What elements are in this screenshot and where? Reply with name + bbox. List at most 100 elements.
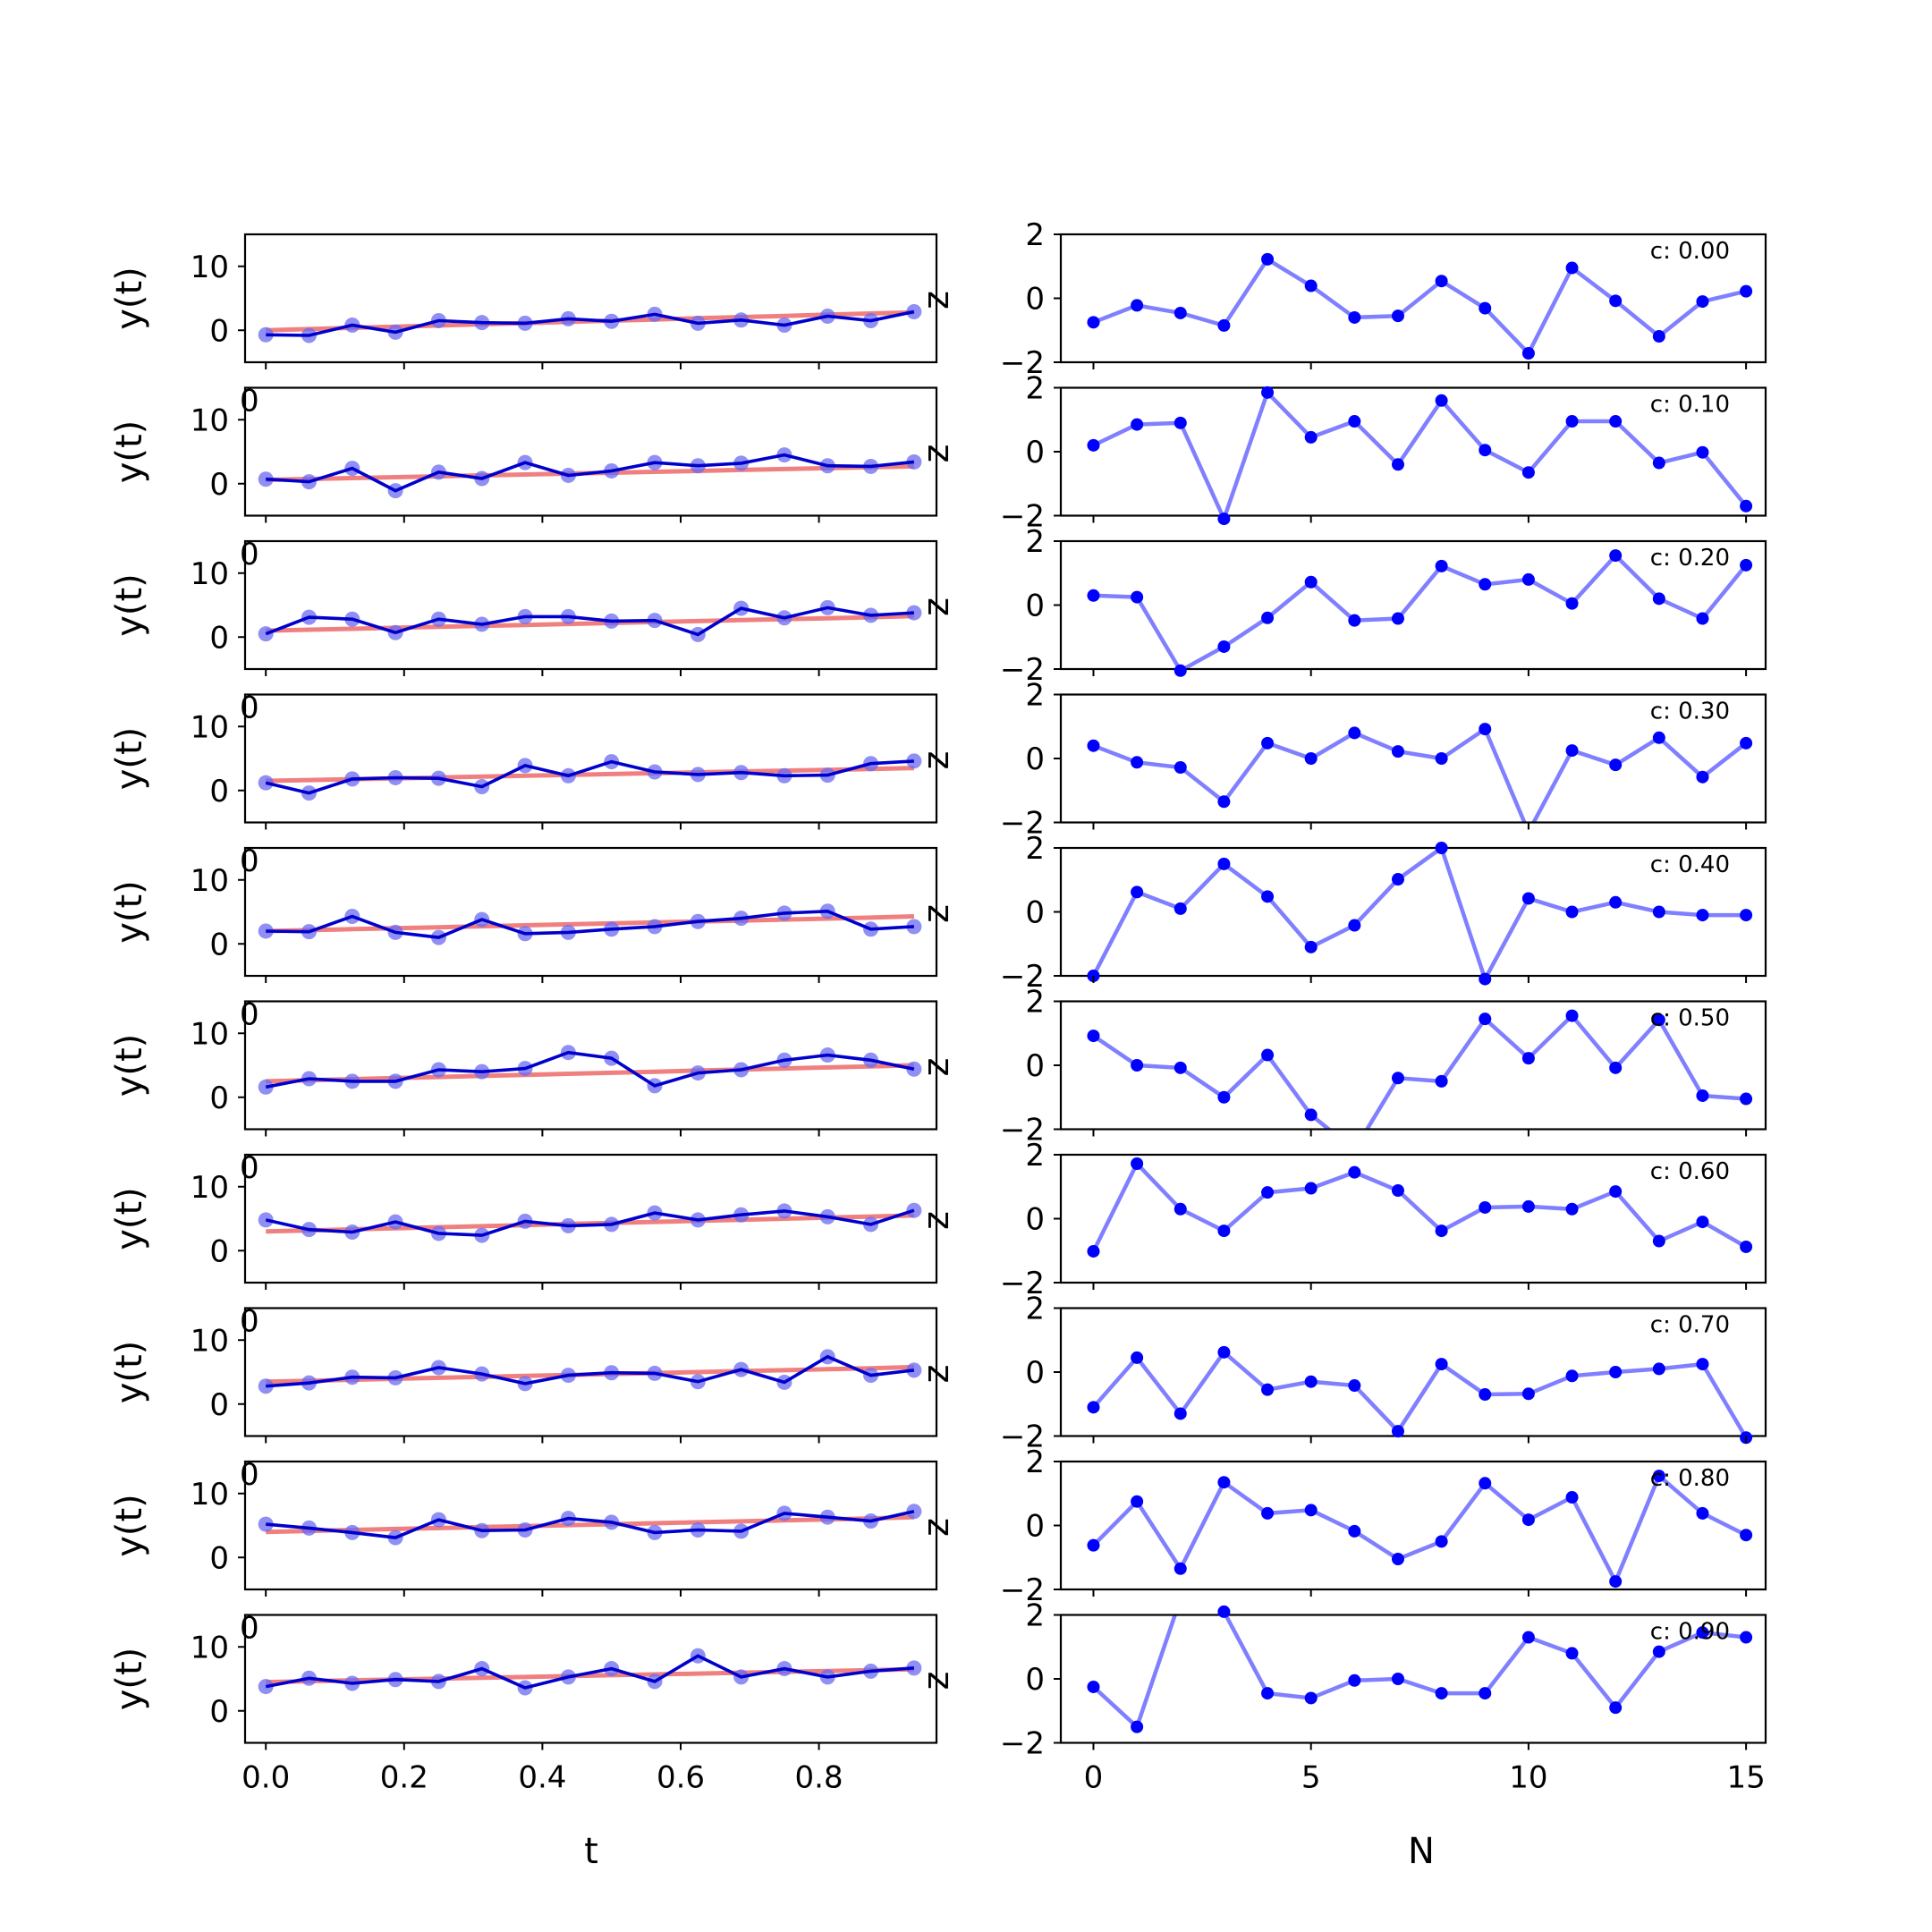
left-panel-5: 0 10 y(t) 0 [109, 997, 938, 1137]
noise-line [1091, 848, 1747, 976]
noise-point [1652, 592, 1665, 606]
noise-point [1348, 1524, 1361, 1538]
right-panel-4: −2 0 2 c: 0.40 z [916, 831, 1767, 995]
c-value-label: c: 0.20 [1650, 545, 1730, 572]
c-value-label: c: 0.00 [1650, 238, 1730, 265]
right-y-axis-label: z [916, 291, 957, 309]
noise-point [1087, 1244, 1100, 1258]
noise-point [1087, 1401, 1100, 1414]
noise-point [1261, 736, 1275, 750]
left-y-axis-label: y(t) [109, 1341, 150, 1404]
noise-point [1131, 299, 1144, 312]
right-y-axis-label: z [916, 1365, 957, 1384]
left-y-axis-label: y(t) [109, 1648, 150, 1711]
noise-point [1348, 415, 1361, 428]
right-panel-8: −2 0 2 c: 0.80 z [916, 1445, 1767, 1608]
c-value-label: c: 0.70 [1650, 1312, 1730, 1339]
noise-point [1348, 1674, 1361, 1687]
left-panel-9: 0 10 0.0 0.2 0.4 0.6 0.8 y(t) 0 [109, 1611, 938, 1796]
left-y-axis-label: y(t) [109, 1494, 150, 1557]
z-tick-label: 0 [1025, 282, 1045, 318]
noise-point [1391, 458, 1404, 471]
z-tick-label: 0 [1025, 1048, 1045, 1084]
noise-point [1609, 895, 1623, 909]
noise-point [1521, 1052, 1535, 1065]
hidden-tick-fragment: 0 [240, 537, 259, 572]
right-plot-area [1092, 256, 1747, 357]
noise-point [1609, 758, 1623, 772]
noise-point [1391, 612, 1404, 625]
n-tick-label: 10 [1509, 1760, 1547, 1796]
noise-point [1131, 1157, 1144, 1171]
left-plot-area [258, 1504, 922, 1546]
noise-point [1565, 1491, 1579, 1504]
right-y-axis-label: z [916, 1058, 957, 1077]
z-tick-label: 0 [1025, 589, 1045, 624]
y-tick-label: 10 [191, 1016, 229, 1052]
noise-point [1565, 744, 1579, 758]
noise-line [1091, 1349, 1748, 1436]
noise-point [1521, 346, 1535, 360]
right-panel-1: −2 0 2 c: 0.10 z [916, 371, 1767, 535]
noise-point [1087, 1030, 1100, 1043]
y-tick-label: 0 [209, 927, 229, 962]
trend-line [266, 614, 914, 633]
c-value-label: c: 0.30 [1650, 699, 1730, 725]
noise-point [1652, 1362, 1665, 1376]
noise-point [1131, 886, 1144, 899]
noise-point [1740, 558, 1753, 572]
right-panel-3: −2 0 2 c: 0.30 z [916, 678, 1767, 842]
noise-point [1696, 1089, 1709, 1102]
left-plot-area [258, 1648, 922, 1696]
left-panel-7: 0 10 y(t) 0 [109, 1304, 938, 1444]
noise-point [1521, 466, 1535, 479]
n-tick-label: 15 [1726, 1760, 1765, 1796]
left-plot-area [258, 1349, 922, 1394]
x-tick-label: 0.6 [657, 1760, 705, 1796]
left-plot-area [258, 1045, 922, 1095]
right-y-axis-label: z [916, 1518, 957, 1537]
left-axes-frame [243, 1000, 938, 1131]
left-y-axis-label: y(t) [109, 880, 150, 944]
left-axes-frame [243, 1614, 938, 1744]
noise-point [1609, 1185, 1623, 1199]
noise-point [1740, 1631, 1753, 1644]
noise-point [1435, 1224, 1448, 1238]
noise-point [1348, 1379, 1361, 1393]
trend-line [266, 914, 914, 934]
noise-point [1348, 1165, 1361, 1179]
hidden-tick-fragment: 0 [240, 1150, 259, 1186]
observed-point [258, 923, 274, 939]
right-panel-6: −2 0 2 c: 0.60 z [916, 1138, 1767, 1301]
right-y-axis-label: z [916, 1211, 957, 1230]
observed-point [258, 471, 274, 487]
z-tick-label: −2 [1000, 1726, 1045, 1762]
noise-point [1131, 1351, 1144, 1364]
noise-point [1479, 1013, 1492, 1026]
left-axes-frame [243, 693, 938, 824]
noise-point [1348, 726, 1361, 740]
noise-point [1261, 1186, 1275, 1199]
noise-point [1261, 386, 1275, 399]
left-plot-area [258, 753, 922, 801]
left-axes-frame [243, 233, 938, 364]
noise-point [1521, 1199, 1535, 1213]
observed-point [258, 626, 274, 642]
noise-point [1174, 1407, 1187, 1420]
noise-point [1174, 1061, 1187, 1074]
noise-point [1740, 1529, 1753, 1542]
observed-line [266, 909, 915, 939]
c-value-label: c: 0.50 [1650, 1005, 1730, 1032]
c-value-label: c: 0.60 [1650, 1158, 1730, 1185]
left-y-axis-label: y(t) [109, 573, 150, 637]
noise-point [1217, 1605, 1231, 1618]
left-plot-area [258, 304, 922, 343]
noise-point [1479, 1477, 1492, 1490]
hidden-tick-fragment: 0 [240, 384, 259, 419]
noise-point [1609, 1366, 1623, 1378]
right-panel-7: −2 0 2 c: 0.70 z [916, 1292, 1767, 1455]
noise-point [1609, 415, 1623, 428]
left-panel-2: 0 10 y(t) 0 [109, 537, 938, 676]
y-tick-label: 0 [209, 313, 229, 349]
